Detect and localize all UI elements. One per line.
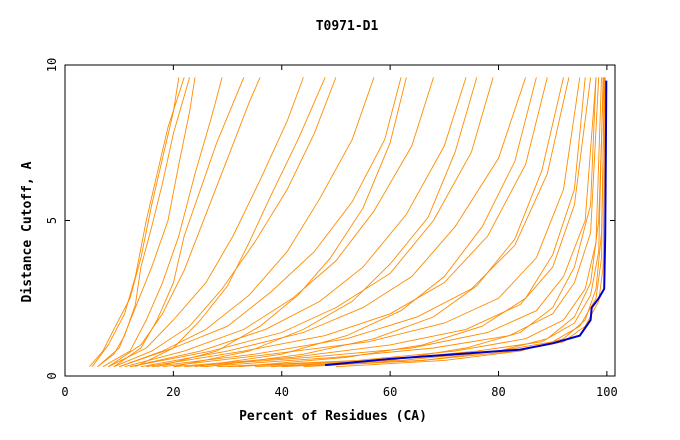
highlight-series-line (325, 80, 608, 367)
model-series-line (113, 77, 337, 368)
y-tick-label: 0 (45, 372, 59, 379)
plot-frame (64, 64, 616, 377)
x-tick-label: 40 (275, 385, 289, 399)
model-series-line (113, 77, 245, 368)
x-tick-label: 100 (596, 385, 618, 399)
model-series-line (216, 77, 602, 368)
model-series-line (89, 77, 180, 367)
model-series-line (303, 77, 605, 368)
model-series-line (124, 77, 434, 368)
model-series-line (335, 77, 606, 368)
y-axis-label: Distance Cutoff, A (20, 161, 35, 302)
model-series-line (119, 77, 375, 368)
x-axis-label: Percent of Residues (CA) (239, 409, 427, 424)
y-tick-label: 10 (45, 58, 59, 72)
model-series-line (108, 77, 261, 368)
model-series-line (140, 77, 527, 368)
model-series-line (91, 77, 185, 367)
x-tick-label: 20 (166, 385, 180, 399)
model-series-line (238, 77, 586, 368)
model-series-line (129, 77, 494, 368)
model-series-line (151, 77, 570, 368)
model-series-line (173, 77, 478, 368)
x-tick-label: 0 (61, 385, 68, 399)
model-series-line (119, 77, 402, 368)
model-series-line (135, 77, 326, 368)
model-series-line (108, 77, 304, 368)
model-series-line (97, 77, 196, 368)
model-series-line (102, 77, 223, 368)
x-tick-label: 60 (383, 385, 397, 399)
model-series-line (129, 77, 467, 368)
chart-title: T0971-D1 (316, 19, 379, 34)
model-series-line (270, 77, 597, 368)
x-axis: 0 20 40 60 80 100 (61, 65, 618, 399)
model-series-line (254, 77, 605, 368)
y-tick-label: 5 (45, 217, 59, 224)
model-series-line (156, 77, 407, 368)
model-series-line (162, 77, 581, 368)
model-series-line (194, 77, 537, 368)
model-series-line (184, 77, 597, 368)
x-tick-label: 80 (491, 385, 505, 399)
model-series-line (173, 77, 592, 368)
model-series-line (205, 77, 564, 368)
model-series-line (97, 77, 191, 368)
plot-area (89, 77, 608, 368)
y-axis: 0 5 10 (45, 58, 615, 380)
